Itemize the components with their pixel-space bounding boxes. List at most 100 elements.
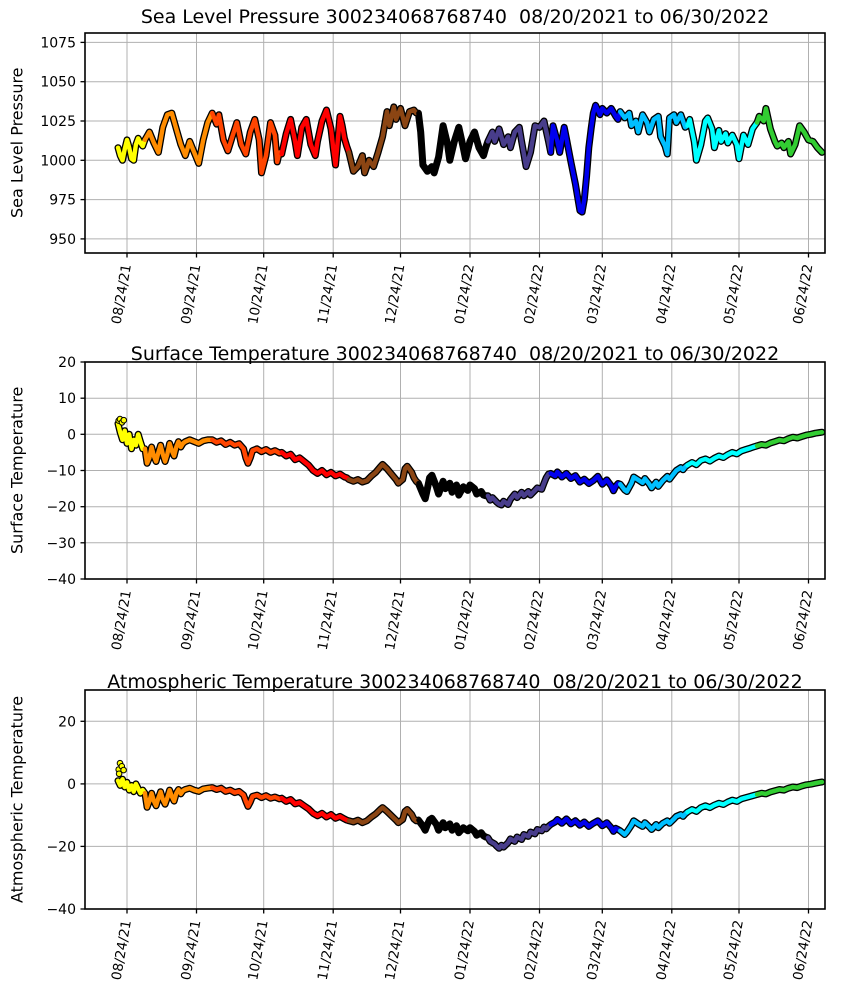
y-tick-label: −10 [46, 464, 76, 480]
y-tick-label: −30 [46, 536, 76, 552]
y-tick-label: 975 [49, 193, 76, 209]
x-tick-label: 02/24/22 [521, 589, 547, 651]
x-tick-label: 09/24/21 [178, 263, 204, 325]
y-tick-label: −20 [46, 839, 76, 855]
x-tick-label: 05/24/22 [721, 263, 747, 325]
segment-jun-2022 [754, 106, 825, 157]
gridlines [85, 690, 825, 910]
segment-oct-2021 [209, 785, 284, 809]
gridlines [85, 33, 825, 253]
x-tick-label: 11/24/21 [315, 263, 341, 325]
y-tick-label: −40 [46, 902, 76, 918]
segment-aug-2021 [115, 136, 148, 163]
x-tick-label: 12/24/21 [382, 263, 408, 325]
chart-title-surface-temperature: Surface Temperature 300234068768740 08/2… [130, 343, 780, 365]
y-tick-label: 1025 [40, 114, 76, 130]
segment-jan-2022 [416, 110, 491, 176]
segment-aug-2021 [115, 776, 148, 796]
segment-dec-2021 [346, 462, 421, 486]
x-tick-label: 09/24/21 [178, 919, 204, 981]
y-tick-label: 0 [67, 427, 76, 443]
segment-feb-2022 [485, 822, 553, 851]
plot-sea-level-pressure: 1075 1050 1025 1000 975 950 08/24/21 09/24/21 10… [40, 32, 826, 325]
segment-may-2022 [685, 115, 760, 163]
segment-oct-2021 [209, 110, 284, 176]
plot-border [84, 32, 826, 254]
y-tick-label: −40 [46, 572, 76, 588]
segment-nov-2021 [279, 450, 352, 482]
segment-jan-2022 [416, 816, 491, 840]
axis-ticks [80, 720, 810, 914]
segment-oct-2021 [209, 437, 284, 466]
y-tick-label: 20 [58, 355, 76, 371]
segment-jun-2022 [754, 779, 825, 797]
x-tick-label: 01/24/22 [452, 589, 478, 651]
y-tick-label: 1050 [40, 75, 76, 91]
x-tick-label: 02/24/22 [521, 263, 547, 325]
y-tick-label: 1075 [40, 35, 76, 51]
segment-dec-2021 [346, 104, 421, 176]
x-tick-label: 12/24/21 [382, 919, 408, 981]
segment-aug-2021 [115, 421, 148, 452]
chart-atmospheric-temperature: Atmospheric Temperature 300234068768740 … [0, 660, 867, 992]
y-tick-label: −20 [46, 500, 76, 516]
x-tick-label: 06/24/22 [790, 263, 816, 325]
x-tick-label: 05/24/22 [721, 919, 747, 981]
segment-may-2022 [685, 792, 760, 815]
x-tick-label: 09/24/21 [178, 589, 204, 651]
segment-sep-2021 [142, 437, 215, 466]
chart-sea-level-pressure: Sea Level Pressure 300234068768740 08/20… [0, 0, 867, 330]
x-tick-label: 06/24/22 [790, 919, 816, 981]
segment-feb-2022 [485, 118, 553, 169]
x-tick-label: 08/24/21 [109, 919, 135, 981]
x-tick-label: 02/24/22 [521, 919, 547, 981]
scatter-points [115, 759, 127, 778]
x-tick-label: 01/24/22 [452, 919, 478, 981]
segment-mar-2022 [548, 103, 623, 215]
x-tick-label: 11/24/21 [315, 589, 341, 651]
segment-apr-2022 [618, 809, 690, 837]
chart-title-sea-level-pressure: Sea Level Pressure 300234068768740 08/20… [140, 6, 770, 28]
x-tick-label: 06/24/22 [790, 589, 816, 651]
chart-title-atmospheric-temperature: Atmospheric Temperature 300234068768740 … [107, 671, 803, 693]
segment-may-2022 [685, 443, 760, 468]
y-tick-label: 20 [58, 714, 76, 730]
x-tick-label: 03/24/22 [584, 589, 610, 651]
x-tick-label: 04/24/22 [653, 919, 679, 981]
data-series [114, 420, 826, 509]
segment-mar-2022 [548, 816, 623, 834]
axis-ticks [80, 361, 810, 584]
x-tick-label: 03/24/22 [584, 263, 610, 325]
tick-labels: 20 0 −20 −40 08/24/21 09/24/21 10/24/21 11/24/2… [46, 714, 816, 981]
tick-labels: 20 10 0 −10 −20 −30 −40 08/24/21 09/24/21 10/24/2… [46, 355, 816, 651]
segment-apr-2022 [618, 462, 690, 494]
plot-atmospheric-temperature: 20 0 −20 −40 08/24/21 09/24/21 10/24/21 11/24/2… [46, 689, 826, 981]
x-tick-label: 10/24/21 [245, 589, 271, 651]
plot-border [84, 689, 826, 910]
x-tick-label: 05/24/22 [721, 589, 747, 651]
x-tick-label: 08/24/21 [109, 589, 135, 651]
segment-nov-2021 [279, 107, 352, 168]
segment-feb-2022 [485, 471, 553, 508]
gridlines [85, 361, 825, 580]
axis-ticks [80, 41, 810, 258]
x-tick-label: 01/24/22 [452, 263, 478, 325]
x-tick-label: 04/24/22 [653, 263, 679, 325]
scatter-points [115, 415, 128, 426]
y-tick-label: 950 [49, 232, 76, 248]
x-tick-label: 03/24/22 [584, 919, 610, 981]
segment-jun-2022 [754, 429, 825, 449]
plot-surface-temperature: 20 10 0 −10 −20 −30 −40 08/24/21 09/24/21 10/24/2… [46, 355, 826, 651]
x-tick-label: 08/24/21 [109, 263, 135, 325]
tick-labels: 1075 1050 1025 1000 975 950 08/24/21 09/24/21 10… [40, 35, 816, 325]
x-tick-label: 10/24/21 [245, 263, 271, 325]
segment-jan-2022 [416, 472, 491, 501]
x-tick-label: 11/24/21 [315, 919, 341, 981]
segment-mar-2022 [548, 469, 623, 494]
segment-apr-2022 [618, 109, 690, 157]
data-series [114, 101, 826, 216]
segment-sep-2021 [142, 785, 215, 810]
segment-sep-2021 [142, 110, 215, 166]
chart-surface-temperature: Surface Temperature 300234068768740 08/2… [0, 330, 867, 660]
